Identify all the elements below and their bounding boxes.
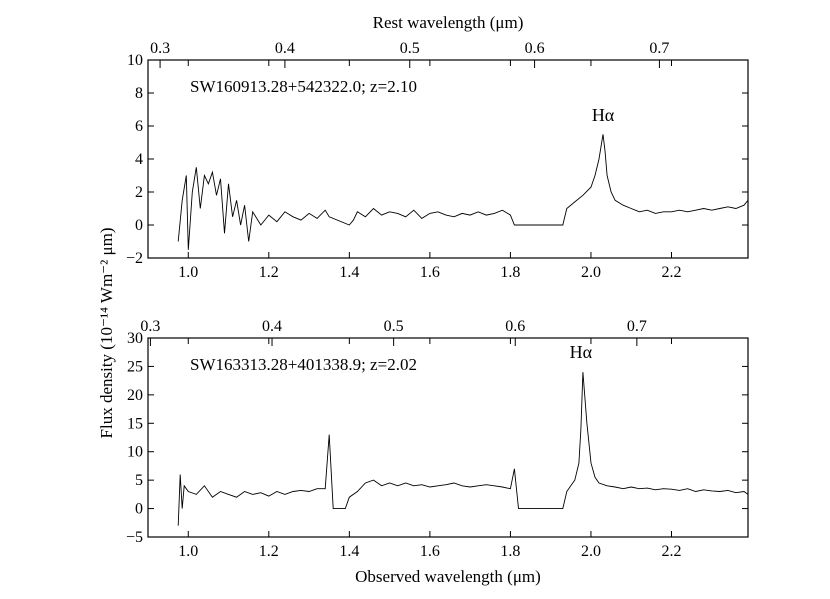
rest-x-tick-label: 0.3 [150, 40, 170, 57]
y-axis-label: Flux density (10⁻¹⁴ Wm⁻² μm) [97, 228, 116, 439]
x-axis-label: Observed wavelength (μm) [355, 567, 541, 586]
object-label: SW163313.28+401338.9; z=2.02 [190, 355, 417, 374]
y-tick-label: 5 [135, 472, 143, 489]
x-tick-label: 1.4 [339, 264, 359, 281]
panel-bottom: 1.0 1.2 1.4 1.6 1.8 2.0 2.2 0.3 0.4 0.5 0.6 0.7 −5 0 5… [126, 318, 749, 560]
rest-x-tick-label: 0.6 [525, 40, 545, 57]
y-tick-label: 20 [127, 387, 143, 404]
x-tick-label: 1.2 [259, 264, 279, 281]
y-tick-label: 25 [127, 358, 143, 375]
y-tick-label: 4 [135, 151, 143, 168]
y-tick-label: −5 [126, 529, 143, 546]
spectrum-line [177, 134, 748, 250]
y-tick-label: 8 [135, 85, 143, 102]
rest-x-tick-label: 0.3 [140, 318, 160, 335]
x-tick-label: 2.0 [581, 264, 601, 281]
rest-x-tick-label: 0.4 [275, 40, 295, 57]
y-tick-label: −2 [126, 250, 143, 267]
y-tick-label: 2 [135, 184, 143, 201]
rest-x-tick-label: 0.7 [649, 40, 669, 57]
rest-x-tick-label: 0.5 [400, 40, 420, 57]
rest-x-tick-label: 0.7 [627, 318, 647, 335]
y-tick-label: 10 [127, 444, 143, 461]
rest-x-tick-label: 0.5 [384, 318, 404, 335]
x-tick-label: 1.0 [178, 264, 198, 281]
x-tick-label: 1.4 [339, 543, 359, 560]
x-tick-label: 2.2 [661, 264, 681, 281]
x-tick-label: 1.8 [500, 264, 520, 281]
panel-top: 1.0 1.2 1.4 1.6 1.8 2.0 2.2 0.3 0.4 0.5 0.6 0.7 −2 0 2… [126, 40, 749, 281]
object-label: SW160913.28+542322.0; z=2.10 [190, 77, 417, 96]
plot-frame [147, 337, 749, 538]
x-tick-label: 2.2 [661, 543, 681, 560]
x-tick-label: 1.0 [178, 543, 198, 560]
y-tick-label: 0 [135, 217, 143, 234]
x-tick-label: 1.6 [420, 543, 440, 560]
y-tick-label: 15 [127, 415, 143, 432]
spectrum-line [177, 372, 748, 526]
y-tick-label: 0 [135, 501, 143, 518]
top-axis-label: Rest wavelength (μm) [373, 13, 524, 32]
x-tick-label: 1.2 [259, 543, 279, 560]
x-tick-label: 2.0 [581, 543, 601, 560]
y-tick-label: 30 [127, 330, 143, 347]
x-tick-label: 1.6 [420, 264, 440, 281]
y-tick-label: 10 [127, 52, 143, 69]
halpha-annotation: Hα [570, 342, 593, 362]
x-tick-label: 1.8 [500, 543, 520, 560]
y-tick-label: 6 [135, 118, 143, 135]
rest-x-tick-label: 0.4 [262, 318, 282, 335]
rest-x-tick-label: 0.6 [505, 318, 525, 335]
halpha-annotation: Hα [592, 105, 615, 125]
